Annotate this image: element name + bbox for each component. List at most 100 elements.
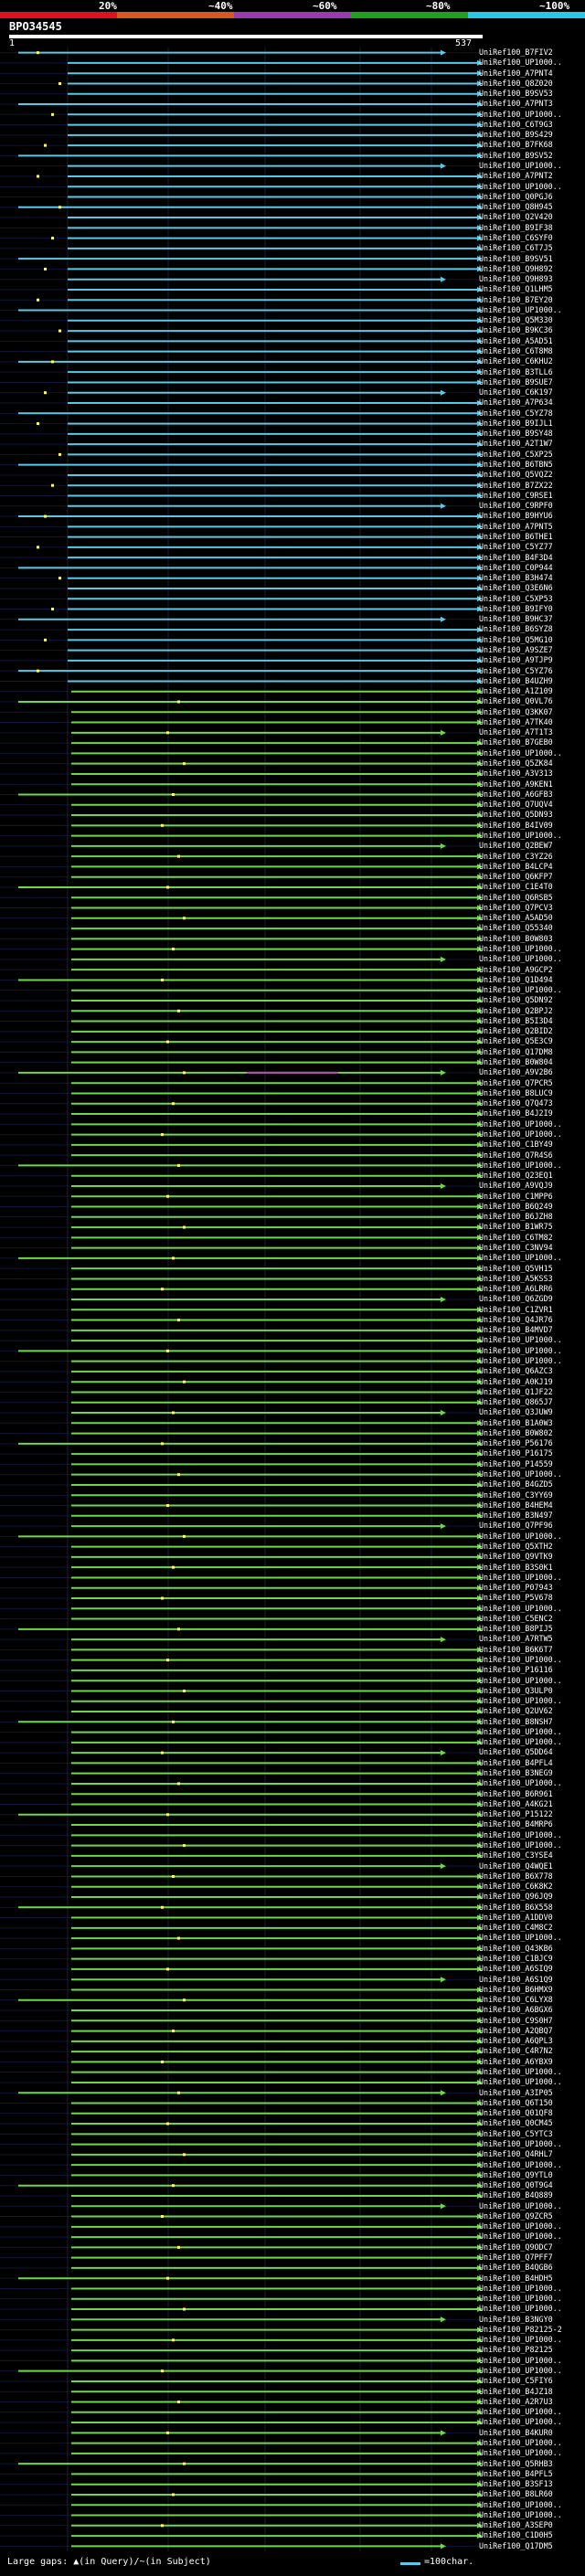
hit-label[interactable]: UniRef100_UP1000.. <box>479 830 562 840</box>
hit-label[interactable]: UniRef100_P5V678 <box>479 1593 553 1603</box>
hit-label[interactable]: UniRef100_C5YZ76 <box>479 665 553 675</box>
hit-label[interactable]: UniRef100_B1WR75 <box>479 1222 553 1232</box>
hit-label[interactable]: UniRef100_P16175 <box>479 1448 553 1458</box>
hit-label[interactable]: UniRef100_B3N497 <box>479 1511 553 1521</box>
hit-label[interactable]: UniRef100_B9SV52 <box>479 150 553 160</box>
hit-label[interactable]: UniRef100_C1D0H5 <box>479 2530 553 2540</box>
hit-label[interactable]: UniRef100_Q1D494 <box>479 974 553 984</box>
hit-label[interactable]: UniRef100_B9SV51 <box>479 253 553 263</box>
hit-label[interactable]: UniRef100_C5YTC3 <box>479 2128 553 2138</box>
hit-label[interactable]: UniRef100_C5XP25 <box>479 449 553 459</box>
hit-label[interactable]: UniRef100_B6X778 <box>479 1871 553 1881</box>
hit-label[interactable]: UniRef100_B7FIV2 <box>479 48 553 57</box>
hit-label[interactable]: UniRef100_C6KHU2 <box>479 356 553 366</box>
hit-label[interactable]: UniRef100_Q17DM8 <box>479 1046 553 1056</box>
hit-label[interactable]: UniRef100_C5YZ77 <box>479 542 553 552</box>
hit-label[interactable]: UniRef100_A9GCP2 <box>479 964 553 974</box>
hit-label[interactable]: UniRef100_UP1000.. <box>479 1829 562 1839</box>
hit-label[interactable]: UniRef100_B9IFY0 <box>479 603 553 613</box>
hit-label[interactable]: UniRef100_Q5DD64 <box>479 1747 553 1757</box>
hit-label[interactable]: UniRef100_B3TLL6 <box>479 366 553 376</box>
hit-label[interactable]: UniRef100_UP1000.. <box>479 1335 562 1345</box>
hit-label[interactable]: UniRef100_A7PNT4 <box>479 68 553 78</box>
hit-label[interactable]: UniRef100_A5AD51 <box>479 335 553 345</box>
hit-label[interactable]: UniRef100_P16116 <box>479 1665 553 1675</box>
hit-label[interactable]: UniRef100_B6X558 <box>479 1902 553 1912</box>
hit-label[interactable]: UniRef100_UP1000.. <box>479 58 562 68</box>
hit-label[interactable]: UniRef100_Q2BID2 <box>479 1026 553 1036</box>
hit-label[interactable]: UniRef100_UP1000.. <box>479 2355 562 2365</box>
hit-label[interactable]: UniRef100_UP1000.. <box>479 943 562 953</box>
hit-label[interactable]: UniRef100_C5XP53 <box>479 593 553 603</box>
hit-label[interactable]: UniRef100_UP1000.. <box>479 2499 562 2509</box>
hit-label[interactable]: UniRef100_B0W803 <box>479 933 553 943</box>
hit-label[interactable]: UniRef100_P14559 <box>479 1458 553 1468</box>
hit-label[interactable]: UniRef100_C5YZ78 <box>479 408 553 418</box>
hit-label[interactable]: UniRef100_C9RSE1 <box>479 490 553 500</box>
hit-label[interactable]: UniRef100_Q55340 <box>479 923 553 933</box>
hit-label[interactable]: UniRef100_Q6RSB5 <box>479 892 553 902</box>
hit-label[interactable]: UniRef100_B9IF38 <box>479 222 553 232</box>
hit-label[interactable]: UniRef100_Q7PF96 <box>479 1521 553 1531</box>
hit-label[interactable]: UniRef100_B9HYU6 <box>479 511 553 521</box>
hit-label[interactable]: UniRef100_Q2UV62 <box>479 1706 553 1716</box>
hit-label[interactable]: UniRef100_B4JZ18 <box>479 2386 553 2396</box>
hit-label[interactable]: UniRef100_Q4JR76 <box>479 1314 553 1324</box>
hit-label[interactable]: UniRef100_B4LCP4 <box>479 861 553 871</box>
hit-label[interactable]: UniRef100_B4HEM4 <box>479 1500 553 1510</box>
hit-label[interactable]: UniRef100_B9SY48 <box>479 429 553 439</box>
hit-label[interactable]: UniRef100_C1BY49 <box>479 1140 553 1150</box>
hit-label[interactable]: UniRef100_C3YZ26 <box>479 851 553 861</box>
hit-label[interactable]: UniRef100_B4IV09 <box>479 820 553 830</box>
hit-label[interactable]: UniRef100_UP1000.. <box>479 1675 562 1685</box>
hit-label[interactable]: UniRef100_Q5ZK84 <box>479 758 553 769</box>
hit-label[interactable]: UniRef100_UP1000.. <box>479 161 562 171</box>
hit-label[interactable]: UniRef100_Q6AZC3 <box>479 1366 553 1376</box>
hit-label[interactable]: UniRef100_UP1000.. <box>479 1356 562 1366</box>
hit-label[interactable]: UniRef100_Q5E3C9 <box>479 1036 553 1046</box>
hit-label[interactable]: UniRef100_C4M8C2 <box>479 1923 553 1933</box>
hit-label[interactable]: UniRef100_Q96JQ9 <box>479 1892 553 1902</box>
hit-label[interactable]: UniRef100_B8LUC9 <box>479 1087 553 1097</box>
hit-label[interactable]: UniRef100_C3YSE4 <box>479 1850 553 1860</box>
hit-label[interactable]: UniRef100_Q7UQV4 <box>479 800 553 810</box>
hit-label[interactable]: UniRef100_C1ZVR1 <box>479 1304 553 1314</box>
hit-label[interactable]: UniRef100_Q5M330 <box>479 315 553 325</box>
hit-label[interactable]: UniRef100_UP1000.. <box>479 1531 562 1541</box>
hit-label[interactable]: UniRef100_A1Z109 <box>479 686 553 696</box>
hit-label[interactable]: UniRef100_Q2BPJ2 <box>479 1005 553 1015</box>
hit-label[interactable]: UniRef100_A6BGX6 <box>479 2005 553 2015</box>
hit-label[interactable]: UniRef100_C9S0H7 <box>479 2015 553 2025</box>
hit-label[interactable]: UniRef100_A9KEN1 <box>479 779 553 789</box>
hit-label[interactable]: UniRef100_Q3E6N6 <box>479 583 553 593</box>
hit-label[interactable]: UniRef100_B3NEG9 <box>479 1768 553 1778</box>
hit-label[interactable]: UniRef100_B8NSH7 <box>479 1716 553 1726</box>
hit-label[interactable]: UniRef100_A7PNT2 <box>479 171 553 181</box>
hit-label[interactable]: UniRef100_A7RTW5 <box>479 1634 553 1644</box>
hit-label[interactable]: UniRef100_Q2V420 <box>479 212 553 222</box>
hit-label[interactable]: UniRef100_C0P944 <box>479 562 553 572</box>
hit-label[interactable]: UniRef100_A6QPL3 <box>479 2036 553 2046</box>
hit-label[interactable]: UniRef100_UP1000.. <box>479 2335 562 2345</box>
hit-label[interactable]: UniRef100_B7GEB0 <box>479 737 553 747</box>
hit-label[interactable]: UniRef100_C1MPP6 <box>479 1191 553 1201</box>
hit-label[interactable]: UniRef100_UP1000.. <box>479 1469 562 1479</box>
hit-label[interactable]: UniRef100_A7P634 <box>479 398 553 408</box>
hit-label[interactable]: UniRef100_Q7PFF7 <box>479 2253 553 2262</box>
hit-label[interactable]: UniRef100_B4KUR0 <box>479 2427 553 2437</box>
hit-label[interactable]: UniRef100_UP1000.. <box>479 1345 562 1355</box>
hit-label[interactable]: UniRef100_A7PNT5 <box>479 521 553 531</box>
hit-label[interactable]: UniRef100_Q3ULP0 <box>479 1685 553 1695</box>
hit-label[interactable]: UniRef100_B4HDH5 <box>479 2273 553 2283</box>
hit-label[interactable]: UniRef100_A4KG21 <box>479 1798 553 1808</box>
hit-label[interactable]: UniRef100_B6JZH8 <box>479 1212 553 1222</box>
hit-label[interactable]: UniRef100_B4QGB6 <box>479 2263 553 2273</box>
hit-label[interactable]: UniRef100_Q5VH15 <box>479 1263 553 1273</box>
hit-label[interactable]: UniRef100_A5AD50 <box>479 913 553 923</box>
hit-label[interactable]: UniRef100_Q4RHL7 <box>479 2149 553 2159</box>
hit-label[interactable]: UniRef100_A7TK40 <box>479 716 553 726</box>
hit-label[interactable]: UniRef100_Q2BEW7 <box>479 841 553 851</box>
hit-label[interactable]: UniRef100_Q9YTL0 <box>479 2169 553 2179</box>
hit-label[interactable]: UniRef100_UP1000.. <box>479 2077 562 2087</box>
hit-label[interactable]: UniRef100_Q1JF22 <box>479 1386 553 1396</box>
